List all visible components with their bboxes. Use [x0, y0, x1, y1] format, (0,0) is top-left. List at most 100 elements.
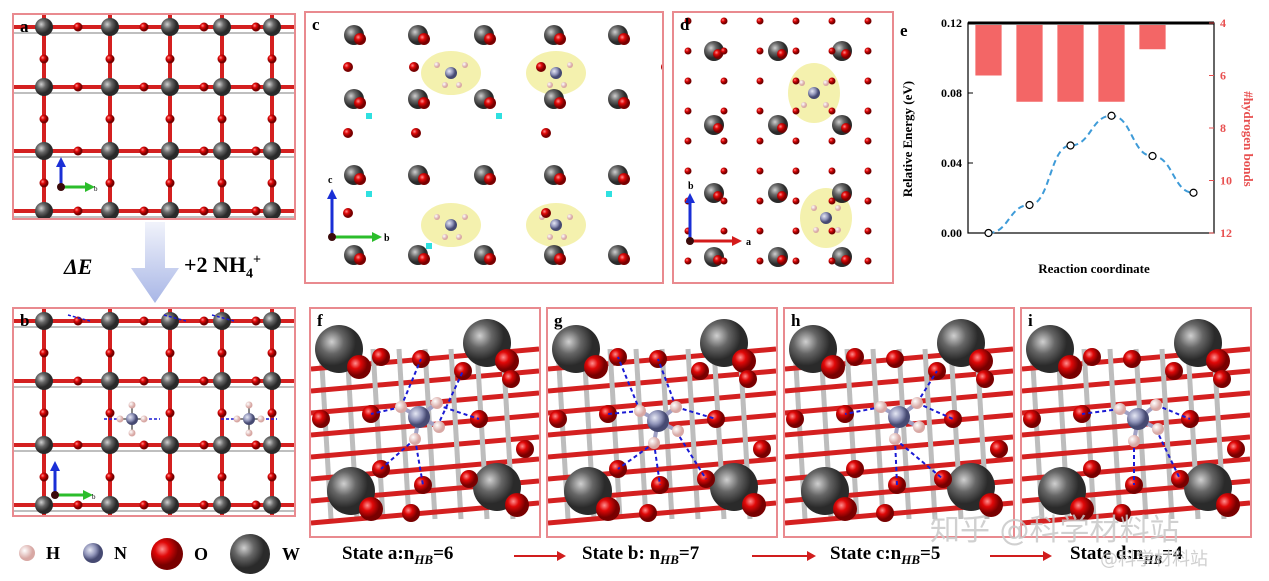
w-atom	[161, 142, 179, 160]
o-atom	[792, 107, 800, 115]
h-atom	[1128, 435, 1140, 447]
n-atom	[550, 67, 562, 79]
o-atom	[267, 408, 277, 418]
w-atom	[101, 142, 119, 160]
o-atom	[217, 472, 227, 482]
o-atom	[841, 255, 851, 265]
o-atom	[841, 49, 851, 59]
w-atom	[161, 18, 179, 36]
panel-i-label: i	[1028, 311, 1033, 330]
h-atom	[462, 62, 468, 68]
axis-origin	[328, 233, 336, 241]
h-atom	[813, 227, 819, 233]
o-atom	[739, 370, 757, 388]
legend-w: W	[224, 532, 300, 576]
o-atom	[756, 257, 764, 265]
state-d-text: State d:n	[1070, 543, 1144, 564]
o-atom	[792, 17, 800, 25]
h-atom	[395, 401, 407, 413]
o-atom	[1083, 460, 1101, 478]
h-atom	[561, 234, 567, 240]
o-atom	[73, 376, 83, 386]
h-atom	[245, 429, 253, 437]
o-atom	[720, 107, 728, 115]
w-o-bond	[785, 434, 1013, 460]
w-atom	[213, 202, 231, 218]
o-atom	[713, 255, 723, 265]
hydrogen-bond	[67, 314, 91, 322]
w-o-bond	[311, 434, 539, 460]
o-atom	[217, 54, 227, 64]
o-atom	[484, 253, 496, 265]
axis-label-c: c	[328, 175, 333, 186]
o-atom	[864, 77, 872, 85]
o-atom	[418, 97, 430, 109]
n-atom	[1127, 408, 1149, 430]
h-atom	[456, 82, 462, 88]
state-c-label: State c:nHB=5	[830, 543, 940, 568]
o-atom	[105, 178, 115, 188]
state-c-value: =5	[920, 543, 941, 564]
o-atom	[720, 17, 728, 25]
o-atom	[347, 355, 371, 379]
panel-g: g	[546, 307, 778, 538]
axis-origin	[51, 491, 59, 499]
n-atom	[126, 413, 138, 425]
o-atom	[39, 114, 49, 124]
chart-y2-label: #hydrogen bonds	[1241, 91, 1256, 187]
h-atom	[547, 234, 553, 240]
h-atom-icon	[19, 545, 35, 561]
h-atom	[875, 401, 887, 413]
o-atom	[73, 440, 83, 450]
o-atom	[1165, 362, 1183, 380]
o-atom	[864, 107, 872, 115]
w-atom	[213, 372, 231, 390]
o-atom	[684, 47, 692, 55]
w-atom	[213, 436, 231, 454]
w-o-bond	[1081, 348, 1097, 520]
o-atom	[343, 128, 353, 138]
hbond-bar	[975, 25, 1002, 76]
o-atom	[105, 408, 115, 418]
o-atom	[720, 167, 728, 175]
o-atom	[756, 77, 764, 85]
axis-origin	[57, 183, 65, 191]
panel-i: i	[1020, 307, 1252, 538]
h-atom	[547, 82, 553, 88]
reagent-sup: +	[253, 252, 262, 268]
nh4-structure-h	[785, 319, 1013, 526]
h-atom	[799, 80, 805, 86]
o-atom	[139, 316, 149, 326]
hydrogen-bond	[414, 438, 424, 486]
o-atom	[684, 107, 692, 115]
o-atom	[165, 178, 175, 188]
w-atom	[161, 436, 179, 454]
h-atom	[442, 234, 448, 240]
o-atom	[343, 62, 353, 72]
panel-e-label: e	[900, 21, 908, 40]
o-atom	[354, 173, 366, 185]
o-atom	[684, 77, 692, 85]
w-atom	[35, 496, 53, 514]
w-atom	[161, 372, 179, 390]
o-atom	[73, 146, 83, 156]
o-atom	[684, 167, 692, 175]
w-atom	[35, 142, 53, 160]
w-atom	[263, 436, 281, 454]
axis-right-head	[372, 232, 382, 242]
y2-tick-label: 4	[1220, 16, 1226, 30]
o-atom	[217, 114, 227, 124]
w-o-bond	[1159, 348, 1175, 520]
o-atom	[39, 348, 49, 358]
o-atom	[139, 376, 149, 386]
o-atom	[713, 191, 723, 201]
y2-tick-label: 6	[1220, 69, 1226, 83]
h-atom	[913, 421, 925, 433]
reaction-arrow	[130, 222, 180, 304]
w-o-bond	[1022, 434, 1250, 460]
o-atom	[251, 206, 261, 216]
o-atom	[199, 440, 209, 450]
h-atom	[811, 205, 817, 211]
o-atom	[1171, 470, 1189, 488]
h-atom	[823, 80, 829, 86]
